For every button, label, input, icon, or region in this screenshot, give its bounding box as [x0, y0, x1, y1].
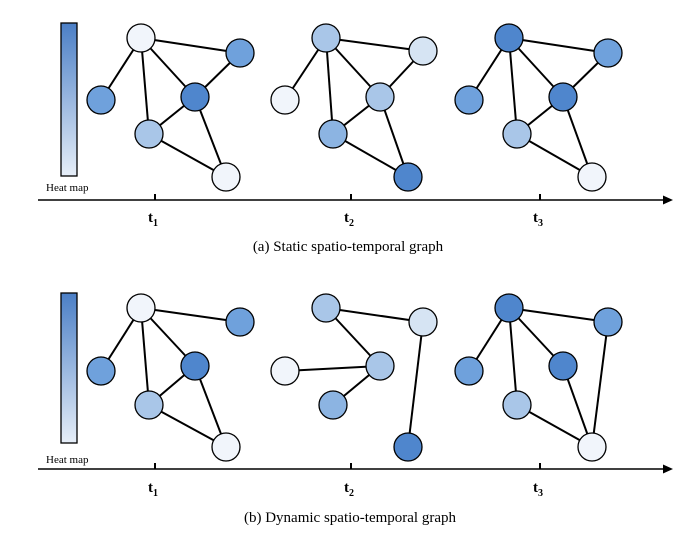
graph-node: [454, 356, 484, 386]
heat-map-bar: [60, 22, 78, 177]
time-axis: [38, 463, 673, 474]
graph-node: [211, 162, 241, 192]
graph-node: [86, 356, 116, 386]
graph-node: [270, 85, 300, 115]
graph-node: [577, 162, 607, 192]
graph-node: [454, 85, 484, 115]
graph-node: [134, 390, 164, 420]
panel-static: Heat map: [38, 22, 673, 255]
graph-t1: [86, 293, 255, 462]
graph-node: [577, 432, 607, 462]
graph-node: [225, 38, 255, 68]
graph-node: [134, 119, 164, 149]
graph-node: [365, 351, 395, 381]
graph-node: [311, 23, 341, 53]
arrow-right-icon: [663, 195, 673, 205]
time-label-t3: t3: [533, 480, 543, 499]
heat-map-label: Heat map: [46, 182, 89, 194]
graph-node: [408, 36, 438, 66]
graph-node: [494, 293, 524, 323]
graph-node: [180, 82, 210, 112]
graph-node: [225, 307, 255, 337]
time-label-t2: t2: [344, 480, 354, 499]
graph-node: [502, 119, 532, 149]
heat-map-label: Heat map: [46, 454, 89, 466]
time-axis: [38, 194, 673, 205]
graph-node: [494, 23, 524, 53]
time-label-t3: t3: [533, 210, 543, 229]
graph-node: [318, 390, 348, 420]
graph-node: [318, 119, 348, 149]
graph-node: [311, 293, 341, 323]
graph-node: [393, 162, 423, 192]
arrow-right-icon: [663, 464, 673, 474]
graph-node: [408, 307, 438, 337]
time-label-t1: t1: [148, 210, 158, 229]
graph-node: [270, 356, 300, 386]
graph-t2: [270, 23, 438, 192]
graph-t1: [86, 23, 255, 192]
time-label-t2: t2: [344, 210, 354, 229]
graph-node: [126, 23, 156, 53]
graph-t3: [454, 23, 623, 192]
graph-node: [126, 293, 156, 323]
graph-node: [593, 38, 623, 68]
graph-node: [548, 82, 578, 112]
heat-map-bar: [60, 292, 78, 444]
graph-node: [365, 82, 395, 112]
graph-node: [393, 432, 423, 462]
graph-t3: [454, 293, 623, 462]
graph-node: [211, 432, 241, 462]
graph-node: [548, 351, 578, 381]
graph-node: [180, 351, 210, 381]
caption-static: (a) Static spatio-temporal graph: [253, 239, 444, 255]
graph-node: [86, 85, 116, 115]
graph-node: [593, 307, 623, 337]
panel-dynamic: Heat map: [38, 292, 673, 526]
caption-dynamic: (b) Dynamic spatio-temporal graph: [244, 510, 457, 526]
time-label-t1: t1: [148, 480, 158, 499]
graph-t2: [270, 293, 438, 462]
graph-node: [502, 390, 532, 420]
